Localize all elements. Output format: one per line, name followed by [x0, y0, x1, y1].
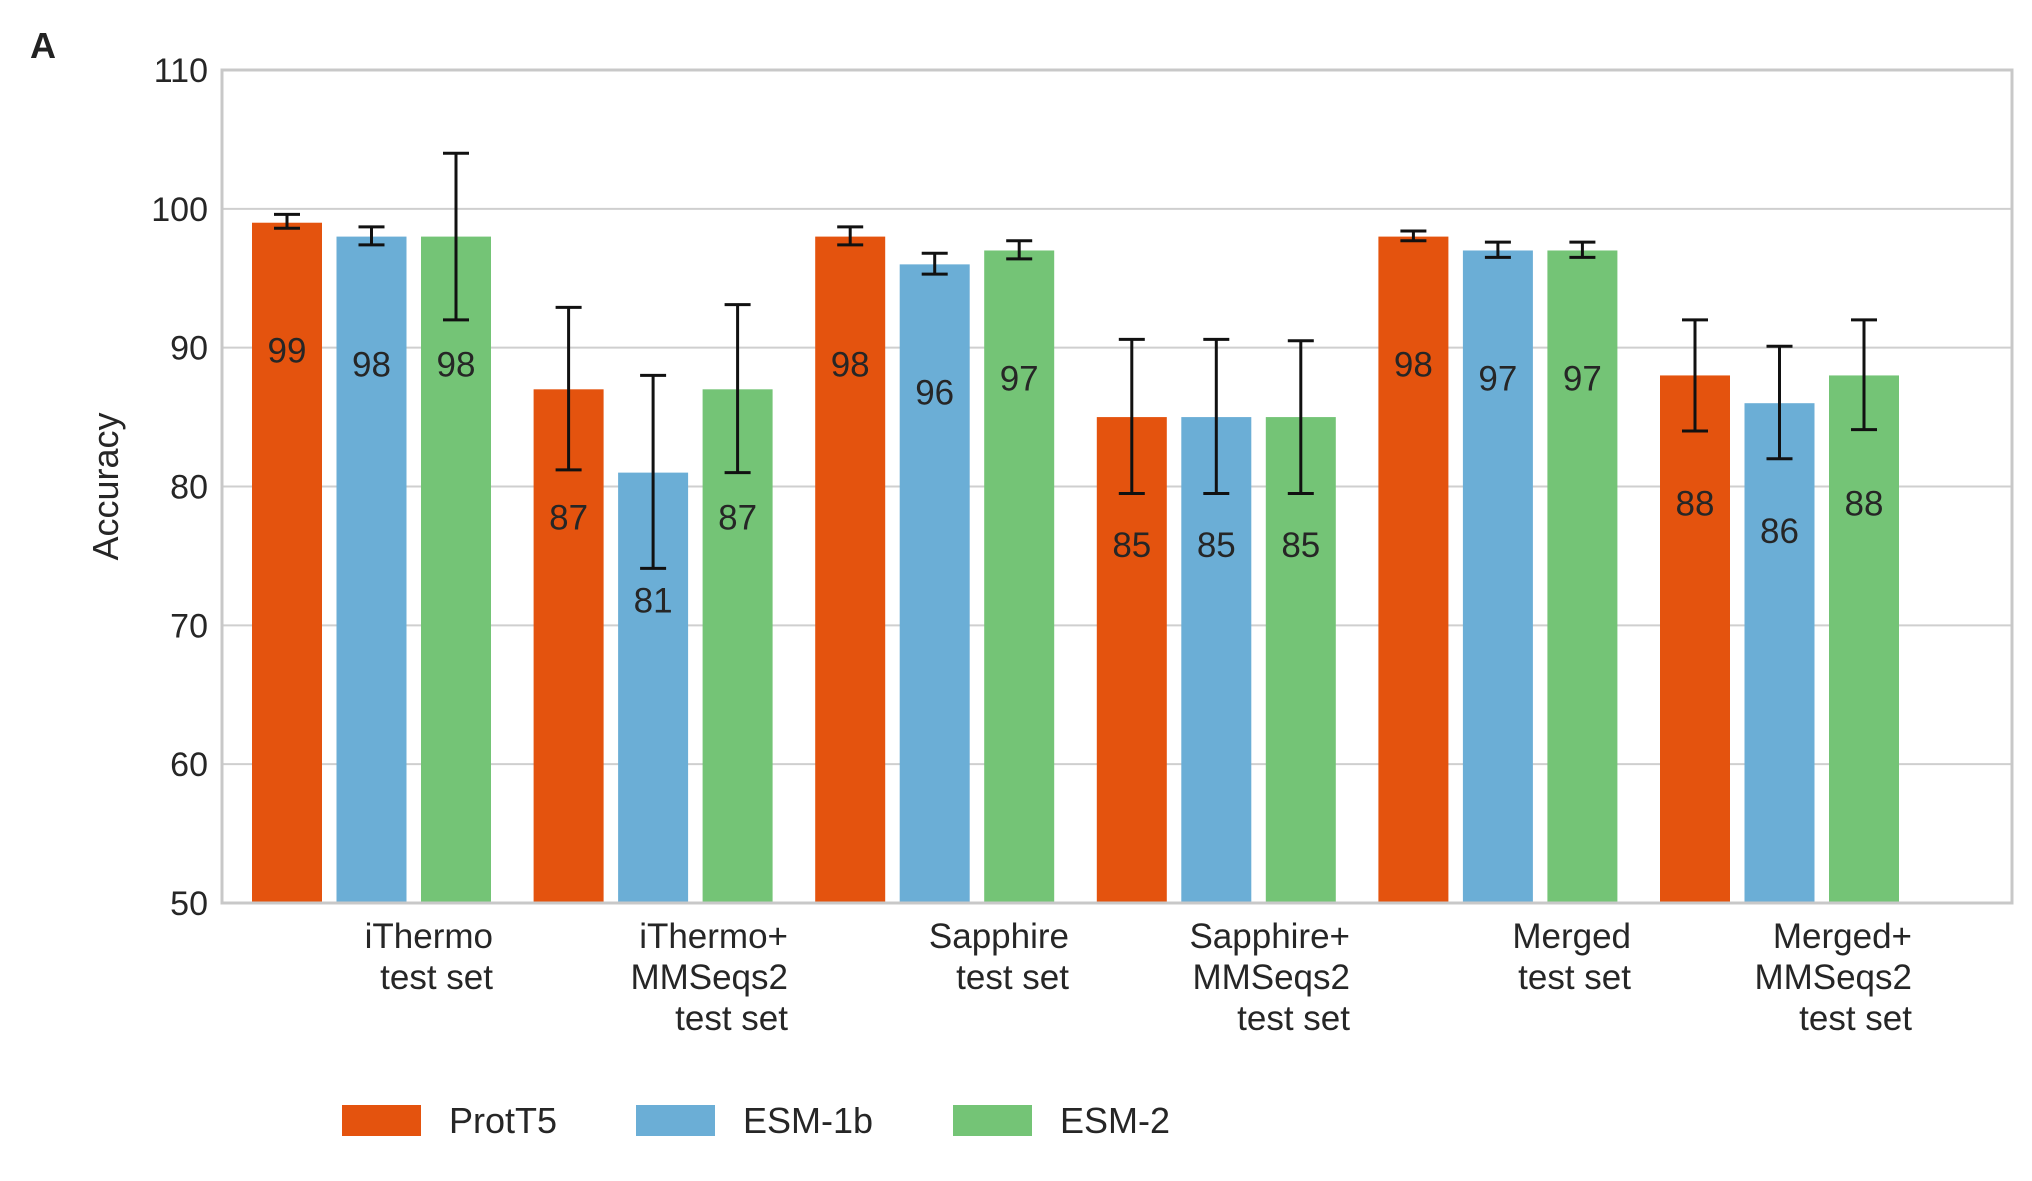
category-label-line: iThermo+ [639, 917, 788, 956]
data-label-ESM-2-3: 85 [1281, 526, 1320, 565]
legend-label-ESM-2: ESM-2 [1060, 1100, 1170, 1141]
data-label-ProtT5-0: 99 [268, 332, 307, 371]
legend-swatch-ESM-2 [953, 1105, 1032, 1136]
legend-label-ProtT5: ProtT5 [449, 1100, 557, 1141]
error-bars [274, 151, 1877, 570]
data-label-ESM-2-5: 88 [1845, 484, 1884, 523]
bar-ESM-2-4 [1547, 250, 1618, 903]
category-label-line: test set [1237, 999, 1350, 1038]
y-tick-label-60: 60 [170, 746, 208, 784]
y-axis-ticks: 50 60 70 80 90 100 110 [151, 52, 208, 923]
category-label-line: Merged [1512, 917, 1631, 956]
bar-ESM-2-0 [421, 236, 491, 904]
data-label-ProtT5-1: 87 [549, 498, 588, 537]
legend: ProtT5 ESM-1b ESM-2 [342, 1100, 1170, 1141]
data-label-ProtT5-2: 98 [831, 346, 870, 385]
category-label-line: Merged+ [1773, 917, 1912, 956]
y-axis-label: Accuracy [85, 412, 126, 560]
plot-frame [220, 68, 2014, 905]
y-tick-label-100: 100 [151, 191, 208, 229]
data-label-ESM-2-2: 97 [1000, 359, 1039, 398]
y-tick-label-110: 110 [154, 52, 208, 90]
panel-label: A [30, 25, 56, 66]
category-label-line: MMSeqs2 [1192, 958, 1350, 997]
category-label-line: test set [1799, 999, 1912, 1038]
bar-ESM-2-5 [1829, 375, 1899, 903]
category-label-line: test set [380, 958, 493, 997]
bar-ProtT5-0 [252, 222, 322, 903]
bar-ProtT5-5 [1660, 375, 1730, 903]
bar-ESM-1b-5 [1744, 403, 1815, 903]
bar-ProtT5-2 [815, 236, 886, 904]
bar-ProtT5-1 [533, 389, 604, 904]
category-label-1: iThermo+ MMSeqs2 test set [630, 917, 788, 1038]
data-label-ESM-1b-2: 96 [915, 373, 954, 412]
category-label-line: MMSeqs2 [630, 958, 788, 997]
data-label-ESM-1b-3: 85 [1197, 526, 1236, 565]
data-label-ESM-1b-0: 98 [352, 346, 391, 385]
bar-ESM-2-1 [702, 389, 773, 904]
data-label-ESM-2-0: 98 [437, 346, 476, 385]
data-label-ProtT5-4: 98 [1394, 346, 1433, 385]
category-label-3: Sapphire+ MMSeqs2 test set [1189, 917, 1350, 1038]
legend-swatch-ESM-1b [636, 1105, 715, 1136]
bar-ESM-1b-0 [336, 236, 407, 904]
category-label-line: iThermo [365, 917, 493, 956]
bar-ESM-2-2 [984, 250, 1055, 903]
category-label-0: iThermo test set [365, 917, 494, 997]
category-label-line: test set [1518, 958, 1631, 997]
category-label-4: Merged test set [1512, 917, 1631, 997]
data-labels: 99 87 98 85 98 88 98 81 96 85 97 86 98 87 97 85 97 88 [268, 332, 1884, 621]
y-tick-label-70: 70 [170, 607, 208, 645]
y-tick-label-80: 80 [170, 469, 208, 507]
legend-swatch-ProtT5 [342, 1105, 421, 1136]
data-label-ESM-1b-4: 97 [1478, 359, 1517, 398]
category-label-line: Sapphire [929, 917, 1069, 956]
category-label-line: Sapphire+ [1189, 917, 1350, 956]
bar-ESM-1b-3 [1181, 417, 1252, 903]
bar-ESM-1b-2 [899, 264, 970, 903]
category-label-2: Sapphire test set [929, 917, 1069, 997]
y-tick-label-90: 90 [170, 330, 208, 368]
bar-ESM-1b-4 [1462, 250, 1533, 903]
category-label-line: test set [675, 999, 788, 1038]
bar-ProtT5-3 [1096, 417, 1167, 903]
category-label-5: Merged+ MMSeqs2 test set [1754, 917, 1912, 1038]
legend-label-ESM-1b: ESM-1b [743, 1100, 873, 1141]
data-label-ESM-2-4: 97 [1563, 359, 1602, 398]
data-label-ProtT5-3: 85 [1112, 526, 1151, 565]
y-tick-label-50: 50 [170, 885, 208, 923]
data-label-ESM-2-1: 87 [718, 498, 757, 537]
bars [252, 222, 1899, 904]
bar-ESM-2-3 [1265, 417, 1336, 903]
category-label-line: test set [956, 958, 1069, 997]
data-label-ESM-1b-1: 81 [634, 582, 673, 621]
data-label-ProtT5-5: 88 [1676, 484, 1715, 523]
data-label-ESM-1b-5: 86 [1760, 512, 1799, 551]
bar-ProtT5-4 [1378, 236, 1449, 904]
category-label-line: MMSeqs2 [1754, 958, 1912, 997]
